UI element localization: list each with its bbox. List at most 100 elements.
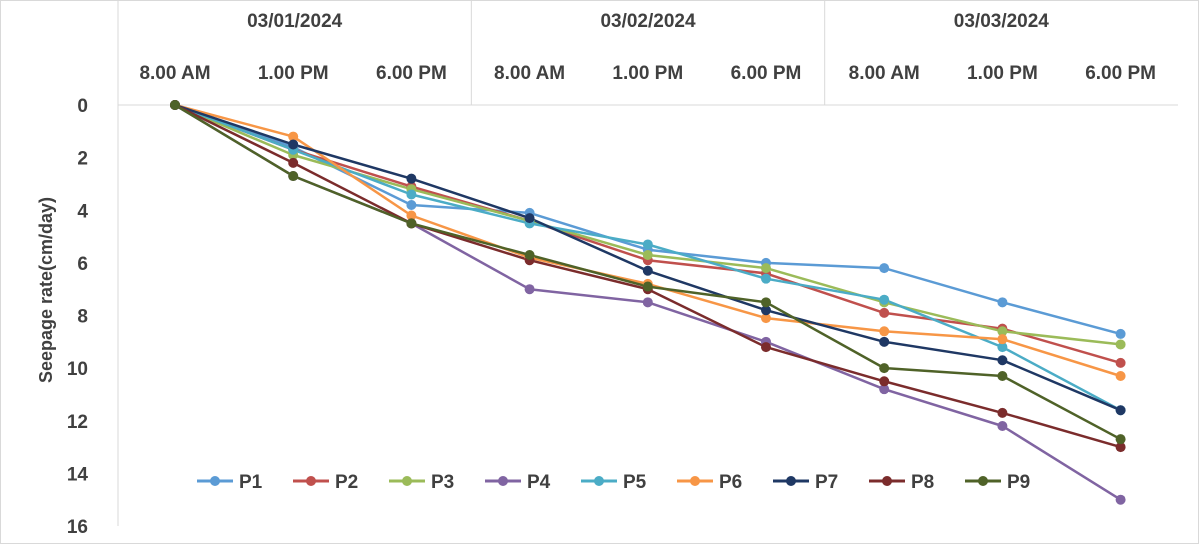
data-point-p3: [761, 263, 771, 274]
y-tick-label: 2: [77, 149, 88, 170]
data-point-p7: [1115, 405, 1126, 416]
data-point-p5: [761, 273, 771, 284]
data-point-p8: [997, 407, 1008, 418]
data-point-p7: [406, 173, 417, 184]
legend-label: P3: [431, 472, 454, 493]
date-group-label: 03/03/2024: [954, 11, 1050, 32]
data-point-p9: [879, 363, 890, 374]
legend-item-p2: P2: [293, 472, 358, 493]
data-point-p5: [997, 342, 1008, 353]
x-tick-label: 8.00 AM: [139, 63, 210, 84]
legend-swatch-marker: [210, 476, 220, 486]
legend-swatch-marker: [978, 476, 988, 486]
data-point-p2: [879, 307, 890, 318]
data-point-p7: [761, 305, 771, 316]
data-point-p3: [1115, 339, 1126, 350]
legend-item-p9: P9: [965, 472, 1030, 493]
legend-label: P9: [1007, 472, 1030, 493]
x-tick-label: 8.00 AM: [494, 63, 565, 84]
y-axis-label: Seepage rate(cm/day): [36, 197, 56, 383]
legend-label: P6: [719, 472, 742, 493]
data-point-p9: [524, 249, 535, 260]
date-group-label: 03/02/2024: [600, 11, 696, 32]
data-point-p7: [642, 265, 653, 276]
data-point-p8: [1115, 442, 1126, 453]
legend-swatch-marker: [402, 476, 412, 486]
data-point-p9: [642, 281, 653, 292]
y-tick-label: 12: [67, 412, 88, 433]
data-point-p9: [406, 218, 417, 229]
data-point-p2: [1115, 357, 1126, 368]
y-tick-label: 4: [77, 201, 88, 222]
data-point-p6: [406, 210, 417, 221]
data-point-p6: [288, 131, 299, 142]
data-point-p8: [879, 376, 890, 387]
x-tick-label: 6.00 PM: [1085, 63, 1156, 84]
legend: P1 P2 P3 P4 P5 P6 P7 P8 P9: [197, 472, 1030, 493]
legend-item-p3: P3: [389, 472, 454, 493]
data-point-p1: [879, 263, 890, 274]
data-point-p9: [170, 100, 180, 110]
x-tick-label: 1.00 PM: [967, 63, 1038, 84]
legend-item-p8: P8: [869, 472, 934, 493]
y-tick-label: 6: [77, 254, 88, 275]
data-point-p4: [524, 284, 535, 295]
data-point-p9: [997, 371, 1008, 382]
data-point-p4: [642, 297, 653, 308]
legend-item-p4: P4: [485, 472, 551, 493]
data-point-p3: [997, 326, 1008, 337]
legend-swatch-marker: [498, 476, 508, 486]
legend-label: P8: [911, 472, 934, 493]
x-tick-label: 1.00 PM: [258, 63, 329, 84]
data-point-p9: [288, 171, 299, 182]
legend-swatch-marker: [690, 476, 700, 486]
data-point-p6: [997, 334, 1008, 345]
legend-label: P2: [335, 472, 358, 493]
data-point-p6: [761, 313, 771, 324]
legend-label: P4: [527, 472, 551, 493]
x-tick-label: 1.00 PM: [612, 63, 683, 84]
legend-label: P1: [239, 472, 263, 493]
data-point-p8: [761, 342, 771, 353]
data-point-p5: [406, 189, 417, 200]
y-tick-label: 8: [77, 307, 88, 328]
data-point-p3: [642, 249, 653, 260]
legend-swatch-marker: [306, 476, 316, 486]
y-tick-label: 16: [67, 517, 88, 538]
data-point-p1: [406, 199, 417, 210]
data-point-p7: [879, 336, 890, 347]
data-point-p6: [879, 326, 890, 337]
data-point-p7: [288, 139, 299, 150]
data-point-p1: [1115, 328, 1126, 339]
data-point-p9: [1115, 434, 1126, 445]
legend-label: P5: [623, 472, 647, 493]
legend-item-p1: P1: [197, 472, 263, 493]
legend-swatch-marker: [786, 476, 796, 486]
x-tick-label: 8.00 AM: [849, 63, 920, 84]
date-group-label: 03/01/2024: [247, 11, 343, 32]
data-point-p4: [1115, 494, 1126, 505]
data-point-p4: [997, 421, 1008, 432]
legend-swatch-marker: [882, 476, 892, 486]
data-point-p1: [997, 297, 1008, 308]
data-point-p6: [1115, 371, 1126, 382]
data-point-p7: [997, 355, 1008, 366]
data-point-p5: [642, 239, 653, 250]
legend-item-p6: P6: [677, 472, 742, 493]
y-tick-label: 0: [77, 96, 88, 117]
legend-item-p5: P5: [581, 472, 647, 493]
legend-item-p7: P7: [773, 472, 838, 493]
x-tick-label: 6.00 PM: [731, 63, 802, 84]
legend-swatch-marker: [594, 476, 604, 486]
data-point-p7: [524, 213, 535, 224]
data-point-p8: [288, 157, 299, 168]
y-tick-label: 14: [67, 464, 89, 485]
axis-layer: 03/01/2024 03/02/2024 03/03/2024 8.00 AM 1.0…: [67, 0, 1178, 538]
data-point-p5: [879, 294, 890, 305]
y-tick-label: 10: [67, 359, 88, 380]
data-point-p9: [761, 297, 771, 308]
legend-label: P7: [815, 472, 838, 493]
series-layer: [170, 100, 1126, 505]
